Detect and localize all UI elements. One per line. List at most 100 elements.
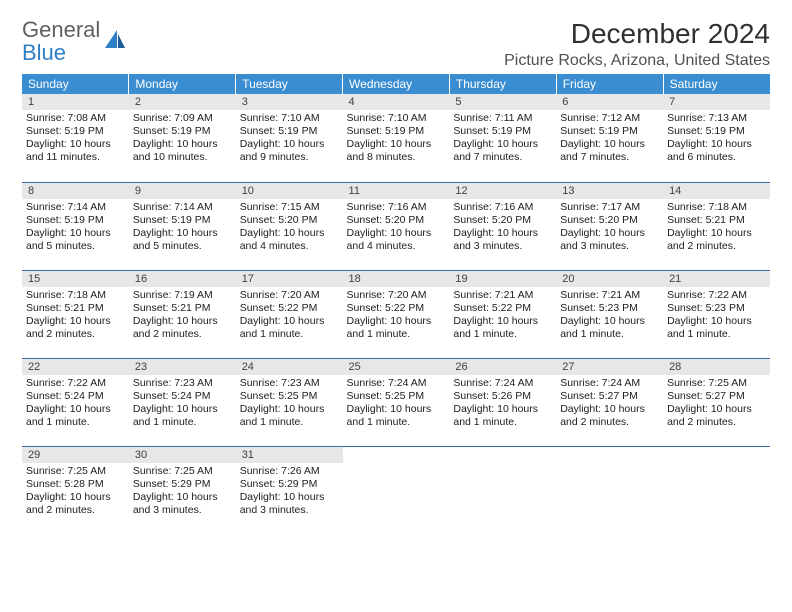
cell-body: Sunrise: 7:18 AMSunset: 5:21 PMDaylight:… [663, 199, 770, 256]
daylight-text: Daylight: 10 hours and 3 minutes. [133, 491, 232, 517]
sunrise-text: Sunrise: 7:25 AM [26, 465, 125, 478]
sunrise-text: Sunrise: 7:16 AM [453, 201, 552, 214]
sunset-text: Sunset: 5:24 PM [133, 390, 232, 403]
daylight-text: Daylight: 10 hours and 1 minute. [133, 403, 232, 429]
logo: General Blue [22, 18, 127, 64]
sunset-text: Sunset: 5:19 PM [26, 125, 125, 138]
calendar-cell: 8Sunrise: 7:14 AMSunset: 5:19 PMDaylight… [22, 182, 129, 270]
sunset-text: Sunset: 5:25 PM [240, 390, 339, 403]
sunrise-text: Sunrise: 7:11 AM [453, 112, 552, 125]
calendar-cell: 1Sunrise: 7:08 AMSunset: 5:19 PMDaylight… [22, 94, 129, 182]
cell-body: Sunrise: 7:22 AMSunset: 5:24 PMDaylight:… [22, 375, 129, 432]
sunrise-text: Sunrise: 7:14 AM [26, 201, 125, 214]
day-number: 6 [556, 94, 663, 110]
daylight-text: Daylight: 10 hours and 3 minutes. [560, 227, 659, 253]
day-number: 11 [343, 183, 450, 199]
cell-body: Sunrise: 7:25 AMSunset: 5:27 PMDaylight:… [663, 375, 770, 432]
day-header: Saturday [663, 74, 770, 94]
logo-line2: Blue [22, 40, 66, 65]
cell-body: Sunrise: 7:12 AMSunset: 5:19 PMDaylight:… [556, 110, 663, 167]
day-number: 17 [236, 271, 343, 287]
day-number: 29 [22, 447, 129, 463]
sunset-text: Sunset: 5:19 PM [453, 125, 552, 138]
daylight-text: Daylight: 10 hours and 10 minutes. [133, 138, 232, 164]
sunrise-text: Sunrise: 7:10 AM [347, 112, 446, 125]
cell-body: Sunrise: 7:25 AMSunset: 5:28 PMDaylight:… [22, 463, 129, 520]
sunrise-text: Sunrise: 7:16 AM [347, 201, 446, 214]
sunrise-text: Sunrise: 7:21 AM [453, 289, 552, 302]
day-number: 24 [236, 359, 343, 375]
calendar-cell: 12Sunrise: 7:16 AMSunset: 5:20 PMDayligh… [449, 182, 556, 270]
day-number: 26 [449, 359, 556, 375]
sunrise-text: Sunrise: 7:23 AM [133, 377, 232, 390]
calendar-cell: 19Sunrise: 7:21 AMSunset: 5:22 PMDayligh… [449, 270, 556, 358]
sunset-text: Sunset: 5:23 PM [560, 302, 659, 315]
calendar-cell: 21Sunrise: 7:22 AMSunset: 5:23 PMDayligh… [663, 270, 770, 358]
calendar-cell: 10Sunrise: 7:15 AMSunset: 5:20 PMDayligh… [236, 182, 343, 270]
calendar-week-row: 15 Sunrise: 7:18 AMSunset: 5:21 PM Dayligh… [22, 270, 770, 358]
calendar-cell: 23 Sunrise: 7:23 AMSunset: 5:24 PMDayligh… [129, 358, 236, 446]
day-number: 22 [22, 359, 129, 375]
cell-body: Sunrise: 7:21 AMSunset: 5:22 PMDaylight:… [449, 287, 556, 344]
day-header: Sunday [22, 74, 129, 94]
cell-body: Sunrise: 7:26 AMSunset: 5:29 PMDaylight:… [236, 463, 343, 520]
sunrise-text: Sunrise: 7:22 AM [26, 377, 125, 390]
calendar-cell: 20Sunrise: 7:21 AMSunset: 5:23 PMDayligh… [556, 270, 663, 358]
calendar-cell: 17Sunrise: 7:20 AMSunset: 5:22 PMDayligh… [236, 270, 343, 358]
sunrise-text: Sunrise: 7:21 AM [560, 289, 659, 302]
day-number: 14 [663, 183, 770, 199]
day-header: Wednesday [343, 74, 450, 94]
sail-icon [103, 28, 127, 54]
sunset-text: Sunset: 5:22 PM [453, 302, 552, 315]
daylight-text: Daylight: 10 hours and 5 minutes. [26, 227, 125, 253]
daylight-text: Daylight: 10 hours and 9 minutes. [240, 138, 339, 164]
daylight-text: Daylight: 10 hours and 5 minutes. [133, 227, 232, 253]
day-number: 3 [236, 94, 343, 110]
day-number: 19 [449, 271, 556, 287]
calendar-cell: 3Sunrise: 7:10 AMSunset: 5:19 PMDaylight… [236, 94, 343, 182]
calendar-cell: 5Sunrise: 7:11 AMSunset: 5:19 PMDaylight… [449, 94, 556, 182]
calendar-cell: 26Sunrise: 7:24 AMSunset: 5:26 PMDayligh… [449, 358, 556, 446]
calendar-cell: 28Sunrise: 7:25 AMSunset: 5:27 PMDayligh… [663, 358, 770, 446]
day-number: 18 [343, 271, 450, 287]
calendar-week-row: 22Sunrise: 7:22 AMSunset: 5:24 PMDayligh… [22, 358, 770, 446]
calendar-cell: 18Sunrise: 7:20 AMSunset: 5:22 PMDayligh… [343, 270, 450, 358]
daylight-text: Daylight: 10 hours and 11 minutes. [26, 138, 125, 164]
sunrise-text: Sunrise: 7:10 AM [240, 112, 339, 125]
day-header: Tuesday [236, 74, 343, 94]
daylight-text: Daylight: 10 hours and 2 minutes. [26, 491, 125, 517]
calendar-cell [663, 446, 770, 534]
daylight-text: Daylight: 10 hours and 4 minutes. [240, 227, 339, 253]
sunset-text: Sunset: 5:23 PM [667, 302, 766, 315]
cell-body: Sunrise: 7:08 AMSunset: 5:19 PMDaylight:… [22, 110, 129, 167]
day-number: 15 [22, 271, 129, 287]
calendar-cell: 29Sunrise: 7:25 AMSunset: 5:28 PMDayligh… [22, 446, 129, 534]
logo-line1: General [22, 17, 100, 42]
sunset-text: Sunset: 5:25 PM [347, 390, 446, 403]
daylight-text: Daylight: 10 hours and 2 minutes. [560, 403, 659, 429]
cell-body: Sunrise: 7:11 AMSunset: 5:19 PMDaylight:… [449, 110, 556, 167]
sunset-text: Sunset: 5:20 PM [453, 214, 552, 227]
day-number: 28 [663, 359, 770, 375]
calendar-cell [556, 446, 663, 534]
sunset-text: Sunset: 5:21 PM [26, 302, 125, 315]
sunrise-text: Sunrise: 7:18 AM [26, 289, 125, 302]
day-number: 23 [129, 359, 236, 375]
calendar-cell: 30Sunrise: 7:25 AMSunset: 5:29 PMDayligh… [129, 446, 236, 534]
sunrise-text: Sunrise: 7:12 AM [560, 112, 659, 125]
location: Picture Rocks, Arizona, United States [504, 52, 770, 70]
calendar-cell [343, 446, 450, 534]
sunset-text: Sunset: 5:19 PM [133, 214, 232, 227]
cell-body: Sunrise: 7:16 AMSunset: 5:20 PMDaylight:… [449, 199, 556, 256]
calendar-body: 1Sunrise: 7:08 AMSunset: 5:19 PMDaylight… [22, 94, 770, 534]
sunset-text: Sunset: 5:24 PM [26, 390, 125, 403]
sunset-text: Sunset: 5:27 PM [667, 390, 766, 403]
sunrise-text: Sunrise: 7:25 AM [133, 465, 232, 478]
daylight-text: Daylight: 10 hours and 1 minute. [667, 315, 766, 341]
sunset-text: Sunset: 5:28 PM [26, 478, 125, 491]
cell-body: Sunrise: 7:25 AMSunset: 5:29 PMDaylight:… [129, 463, 236, 520]
daylight-text: Daylight: 10 hours and 4 minutes. [347, 227, 446, 253]
daylight-text: Daylight: 10 hours and 8 minutes. [347, 138, 446, 164]
daylight-text: Daylight: 10 hours and 2 minutes. [667, 227, 766, 253]
cell-body: Sunrise: 7:24 AMSunset: 5:26 PMDaylight:… [449, 375, 556, 432]
